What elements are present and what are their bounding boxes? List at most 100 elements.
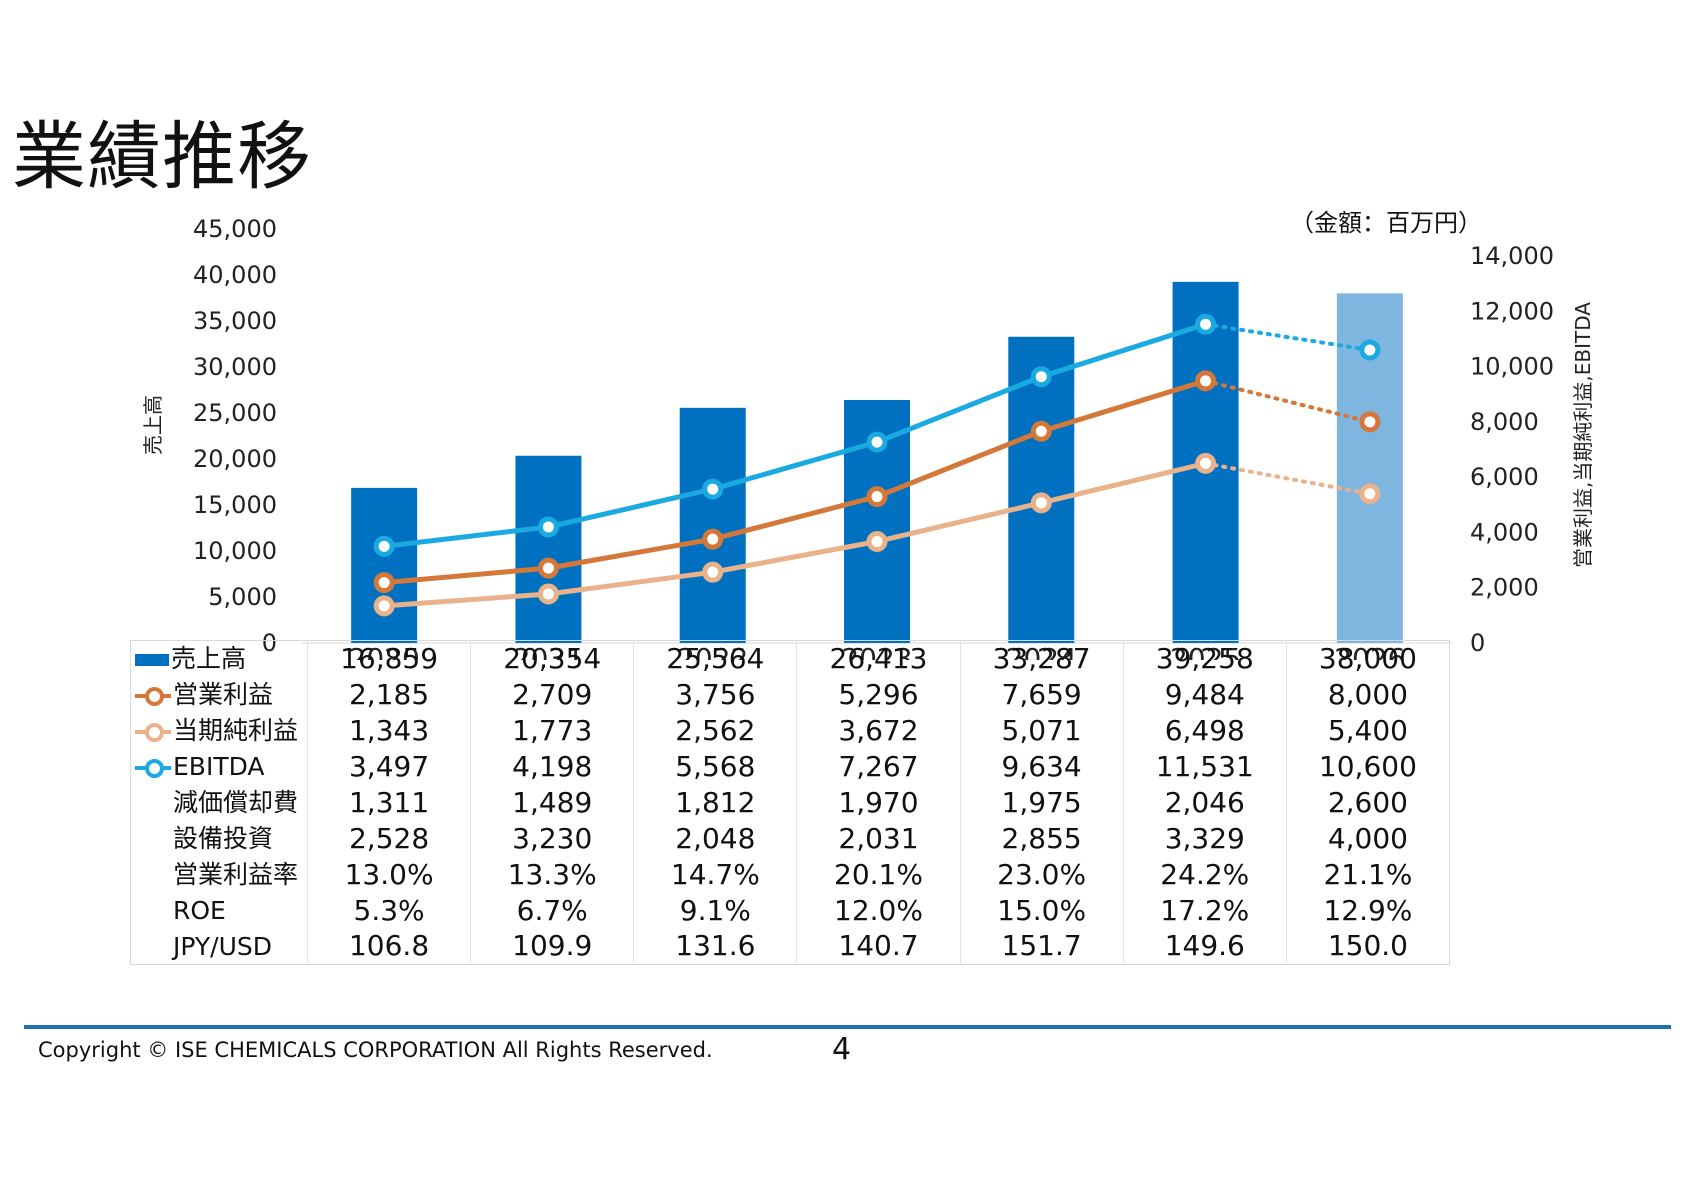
y-left-tick-label: 15,000	[193, 491, 277, 519]
table-row: 営業利益率 13.0% 13.3% 14.7% 20.1% 23.0% 24.2% 21.1%	[131, 856, 1450, 893]
table-cell: 1,489	[470, 784, 634, 821]
y-left-tick-label: 5,000	[208, 583, 277, 611]
series-point	[1359, 483, 1381, 505]
table-cell: 140.7	[796, 928, 961, 965]
table-cell: 20.1%	[796, 856, 961, 893]
table-row: ROE 5.3% 6.7% 9.1% 12.0% 15.0% 17.2% 12.9%	[131, 892, 1450, 929]
series-point	[1195, 452, 1217, 474]
table-cell: 39,258	[1122, 640, 1287, 677]
series-point	[537, 583, 559, 605]
legend-bar-key	[135, 654, 169, 667]
series-forecast-line	[1203, 378, 1372, 424]
table-row: 当期純利益 1,343 1,773 2,562 3,672 5,071 6,498 5,400	[131, 712, 1450, 749]
table-row: 減価償却費 1,311 1,489 1,812 1,970 1,975 2,046 2,600	[131, 784, 1450, 821]
series-point	[1030, 492, 1052, 514]
table-cell: 106.8	[306, 928, 471, 965]
table-row: 設備投資 2,528 3,230 2,048 2,031 2,855 3,329 4,000	[131, 820, 1450, 857]
row-label-text: ROE	[173, 896, 226, 925]
table-cell: 24.2%	[1122, 856, 1287, 893]
table-cell: 13.0%	[306, 856, 471, 893]
row-label-text: EBITDA	[173, 752, 265, 781]
table-cell: 1,343	[306, 712, 471, 749]
table-cell: 9.1%	[633, 892, 797, 929]
y-left-axis-label: 売上高	[141, 395, 165, 455]
table-cell: 151.7	[959, 928, 1124, 965]
table-cell: 6,498	[1122, 712, 1287, 749]
y-right-axis-label: 営業利益,当期純利益,EBITDA	[1571, 302, 1595, 568]
table-cell: 20,354	[470, 640, 634, 677]
series-forecast-line	[1203, 322, 1372, 352]
row-label: 営業利益率	[131, 857, 308, 893]
unit-note: （金額：百万円）	[1290, 209, 1482, 237]
table-cell: 149.6	[1122, 928, 1287, 965]
table-cell: 2,185	[306, 676, 471, 713]
table-cell: 23.0%	[959, 856, 1124, 893]
bar	[351, 487, 418, 643]
y-left-tick-label: 45,000	[193, 215, 277, 243]
series-forecast-line	[1203, 461, 1372, 496]
table-cell: 9,634	[959, 748, 1124, 785]
row-label: ROE	[131, 893, 308, 929]
y-right-tick-label: 12,000	[1470, 297, 1554, 325]
y-right-tick-label: 8,000	[1470, 408, 1539, 436]
row-label: 減価償却費	[131, 785, 308, 821]
row-label: 営業利益	[131, 677, 308, 713]
table-cell: 38,000	[1285, 640, 1450, 677]
table-cell: 2,046	[1122, 784, 1287, 821]
row-label: EBITDA	[131, 749, 308, 785]
y-left-tick-label: 35,000	[193, 307, 277, 335]
series-point	[373, 595, 395, 617]
table-cell: 5.3%	[306, 892, 471, 929]
y-right-tick-label: 6,000	[1470, 463, 1539, 491]
series-point	[1030, 420, 1052, 442]
y-left-tick-label: 30,000	[193, 353, 277, 381]
series-point	[373, 535, 395, 557]
series-point	[1359, 411, 1381, 433]
table-cell: 4,000	[1285, 820, 1450, 857]
y-left-tick-label: 25,000	[193, 399, 277, 427]
row-label: 当期純利益	[131, 713, 308, 749]
table-cell: 9,484	[1122, 676, 1287, 713]
series-point	[866, 530, 888, 552]
table-cell: 5,071	[959, 712, 1124, 749]
table-cell: 1,970	[796, 784, 961, 821]
y-left-tick-label: 0	[262, 629, 277, 657]
series-point	[537, 516, 559, 538]
y-right-tick-label: 0	[1470, 629, 1485, 657]
table-cell: 150.0	[1285, 928, 1450, 965]
table-cell: 25,564	[633, 640, 797, 677]
row-label: JPY/USD	[131, 929, 308, 965]
row-label: 設備投資	[131, 821, 308, 857]
table-cell: 2,709	[470, 676, 634, 713]
row-label-text: 当期純利益	[173, 716, 299, 745]
series-point	[1030, 366, 1052, 388]
footer-copyright: Copyright © ISE CHEMICALS CORPORATION Al…	[38, 1038, 713, 1062]
row-label: 売上高	[131, 641, 308, 677]
table-cell: 7,659	[959, 676, 1124, 713]
table-cell: 2,528	[306, 820, 471, 857]
series-point	[373, 572, 395, 594]
table-cell: 3,230	[470, 820, 634, 857]
table-cell: 12.0%	[796, 892, 961, 929]
table-cell: 2,048	[633, 820, 797, 857]
performance-chart: 0 5,000 10,000 15,000 20,000 25,000 30,000 35,0…	[141, 215, 1595, 660]
table-cell: 131.6	[633, 928, 797, 965]
series-point	[1195, 313, 1217, 335]
table-cell: 4,198	[470, 748, 634, 785]
table-row: 売上高 16,859 20,354 25,564 26,413 33,287 39,258 3…	[131, 640, 1450, 677]
series-point	[702, 478, 724, 500]
table-cell: 26,413	[796, 640, 961, 677]
table-cell: 2,600	[1285, 784, 1450, 821]
table-cell: 2,562	[633, 712, 797, 749]
table-row: EBITDA 3,497 4,198 5,568 7,267 9,634 11,531 10,…	[131, 748, 1450, 785]
table-cell: 1,975	[959, 784, 1124, 821]
table-cell: 5,568	[633, 748, 797, 785]
series-point	[1195, 370, 1217, 392]
data-table: 売上高 16,859 20,354 25,564 26,413 33,287 39,258 3…	[130, 640, 1450, 965]
page-number: 4	[832, 1032, 852, 1067]
table-cell: 6.7%	[470, 892, 634, 929]
series-point	[537, 557, 559, 579]
table-cell: 21.1%	[1285, 856, 1450, 893]
table-cell: 33,287	[959, 640, 1124, 677]
table-cell: 5,400	[1285, 712, 1450, 749]
